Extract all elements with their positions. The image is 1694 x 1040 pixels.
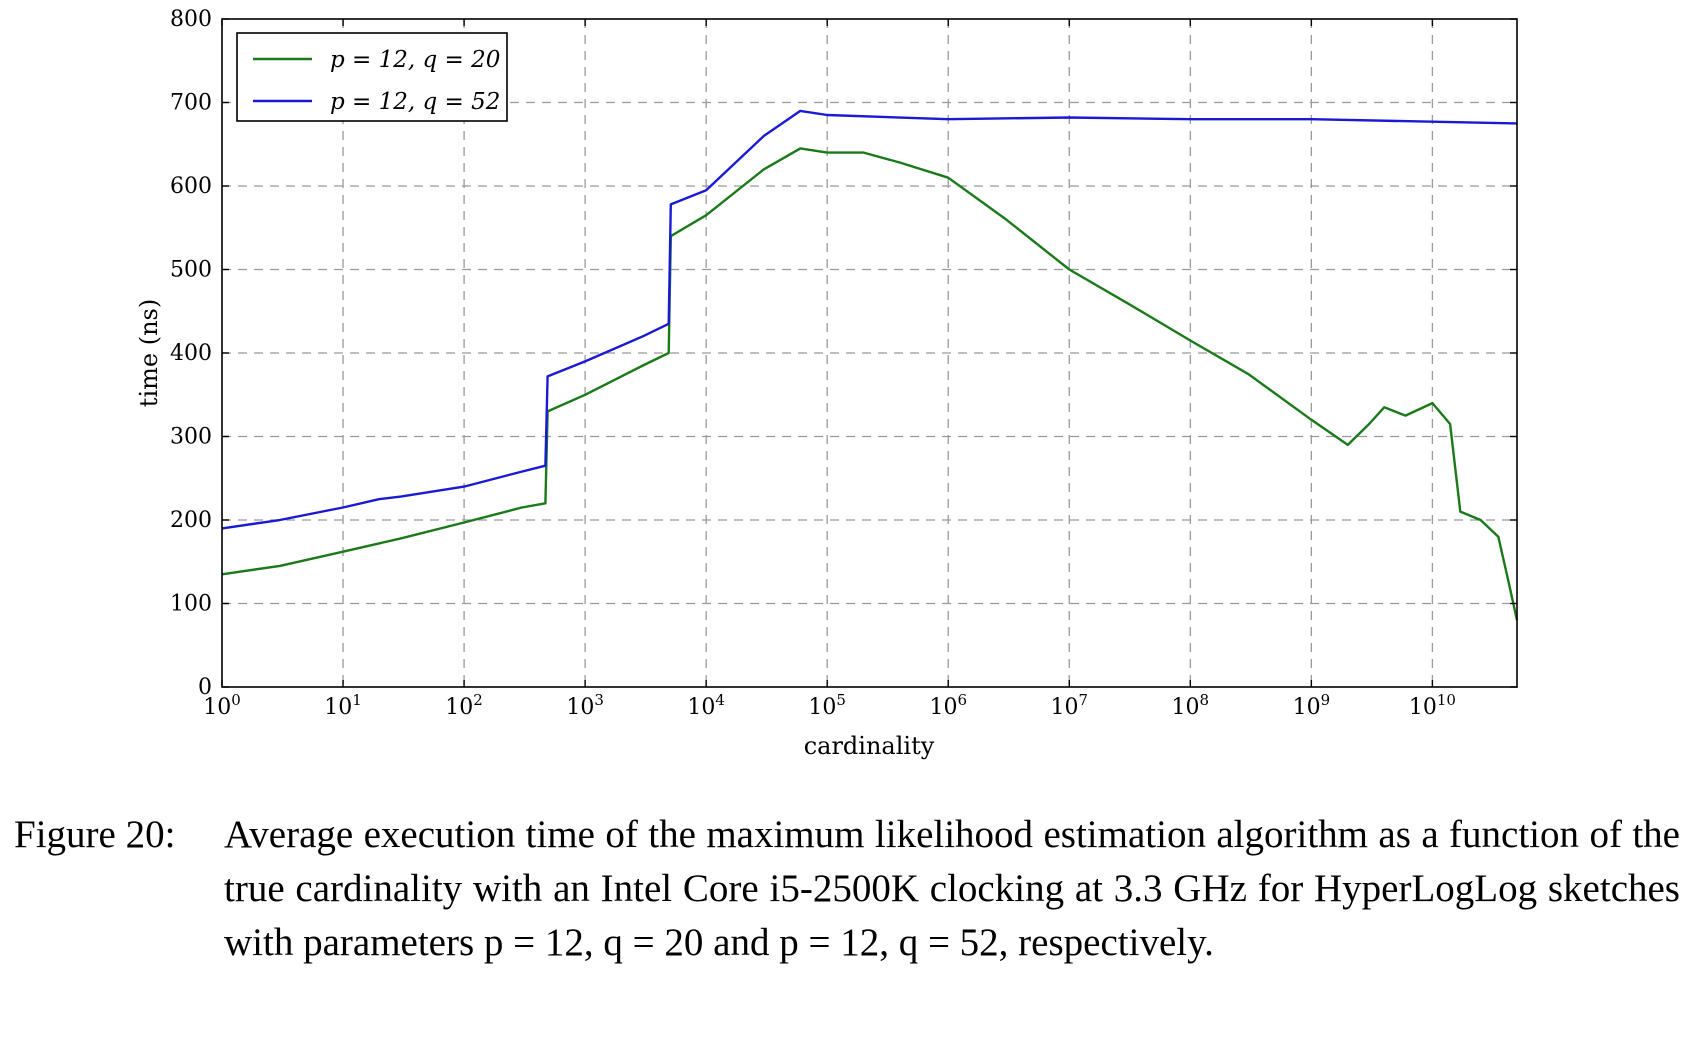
- y-tick-label: 300: [170, 425, 212, 450]
- x-tick-base: 10: [687, 695, 715, 720]
- x-tick-base: 10: [445, 695, 473, 720]
- x-tick-exponent: 10: [1437, 691, 1456, 709]
- x-tick-label: 109: [1293, 691, 1331, 720]
- x-tick-label: 104: [687, 691, 725, 720]
- x-tick-label: 103: [566, 691, 604, 720]
- y-tick-label: 200: [170, 508, 212, 533]
- legend-box: [236, 32, 508, 122]
- y-axis-label: time (ns): [135, 299, 163, 407]
- x-tick-label: 1010: [1409, 691, 1456, 720]
- x-tick-exponent: 8: [1200, 691, 1210, 709]
- x-tick-exponent: 9: [1321, 691, 1331, 709]
- x-tick-exponent: 1: [352, 691, 362, 709]
- x-tick-label: 102: [445, 691, 483, 720]
- caption-text: Average execution time of the maximum li…: [224, 813, 1680, 964]
- x-tick-exponent: 0: [231, 691, 241, 709]
- x-tick-label: 100: [203, 691, 241, 720]
- series-layer: [221, 109, 1519, 621]
- x-tick-exponent: 6: [957, 691, 967, 709]
- y-tick-label: 0: [198, 675, 212, 700]
- x-tick-label: 101: [324, 691, 362, 720]
- y-tick-label: 400: [170, 341, 212, 366]
- x-tick-base: 10: [1172, 695, 1200, 720]
- x-tick-exponent: 5: [836, 691, 846, 709]
- y-tick-label: 500: [170, 258, 212, 283]
- legend-label-1: p = 12, q = 52: [330, 89, 500, 115]
- y-tick-label: 100: [170, 592, 212, 617]
- x-axis-label: cardinality: [804, 732, 935, 760]
- x-tick-base: 10: [324, 695, 352, 720]
- x-tick-base: 10: [203, 695, 231, 720]
- x-tick-base: 10: [1293, 695, 1321, 720]
- caption-label: Figure 20:: [14, 813, 176, 856]
- x-tick-exponent: 7: [1079, 691, 1089, 709]
- series-line-0: [221, 147, 1519, 621]
- legend: p = 12, q = 20 p = 12, q = 52: [236, 32, 508, 122]
- y-tick-label: 600: [170, 174, 212, 199]
- x-tick-label: 105: [808, 691, 846, 720]
- x-tick-exponent: 3: [594, 691, 604, 709]
- y-tick-label: 700: [170, 91, 212, 116]
- x-tick-base: 10: [929, 695, 957, 720]
- y-tick-label: 800: [170, 7, 212, 32]
- x-tick-base: 10: [1051, 695, 1079, 720]
- x-tick-exponent: 2: [473, 691, 483, 709]
- x-tick-label: 106: [929, 691, 967, 720]
- x-tick-exponent: 4: [715, 691, 725, 709]
- x-tick-base: 10: [808, 695, 836, 720]
- x-tick-label: 107: [1051, 691, 1089, 720]
- x-tick-label: 108: [1172, 691, 1210, 720]
- x-tick-base: 10: [566, 695, 594, 720]
- series-line-1: [221, 109, 1518, 530]
- legend-label-0: p = 12, q = 20: [330, 47, 500, 73]
- x-tick-base: 10: [1409, 695, 1437, 720]
